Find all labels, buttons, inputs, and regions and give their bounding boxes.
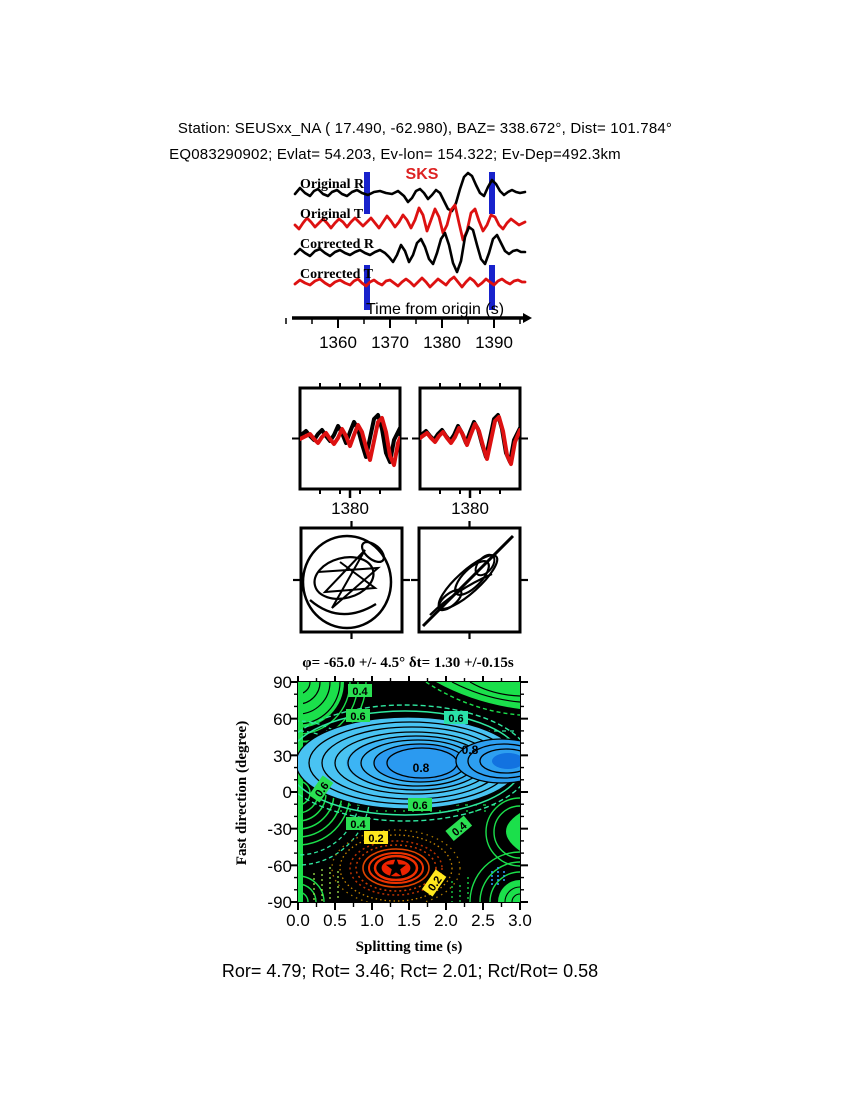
y-tick: -60 <box>267 857 292 876</box>
window-bar-icon <box>489 265 495 310</box>
contour-label: 0.8 <box>462 743 479 757</box>
axis-arrow-icon <box>523 313 532 323</box>
contour-ylabel: Fast direction (degree) <box>234 721 250 865</box>
x-tick: 1.0 <box>360 911 384 930</box>
pick-window-bars <box>364 172 495 310</box>
x-tick: 1.5 <box>397 911 421 930</box>
contour-label: 0.2 <box>368 833 383 845</box>
trace-original-t <box>293 203 527 242</box>
best-fit-star-icon <box>385 857 407 877</box>
trace-original-r <box>293 171 527 213</box>
contour-value-labels: 0.4 0.6 0.6 0.8 0.8 0.6 0.6 0.4 0.2 0.4 … <box>308 684 479 897</box>
contour-label: 0.4 <box>350 819 366 831</box>
time-axis-label: Time from origin (s) <box>366 301 504 318</box>
time-tick-1390: 1390 <box>475 333 513 352</box>
trace-label-original-t: Original T <box>300 207 364 222</box>
particle-motion-corrected <box>421 534 515 628</box>
trace-label-corrected-t: Corrected T <box>300 267 374 282</box>
particle-box-ticks <box>293 521 528 639</box>
contour-y-ticklabels: 90 60 30 0 -30 -60 -90 <box>267 673 292 912</box>
waveform-overlay-right <box>420 413 520 466</box>
x-tick: 0.0 <box>286 911 310 930</box>
trace-label-corrected-r: Corrected R <box>300 237 375 252</box>
contour-label: 0.6 <box>350 711 365 723</box>
waveform-overlay-left <box>300 413 400 467</box>
waveform-overlay-panel: 1380 1380 <box>292 383 528 518</box>
particle-motion-panel <box>293 521 528 639</box>
x-tick: 0.5 <box>323 911 347 930</box>
y-tick: 90 <box>273 673 292 692</box>
trace-label-original-r: Original R <box>300 177 365 192</box>
y-tick: 0 <box>283 783 292 802</box>
trace-corrected-r <box>293 225 527 274</box>
wave-tick-right: 1380 <box>451 499 489 518</box>
x-tick: 2.5 <box>471 911 495 930</box>
time-tick-1360: 1360 <box>319 333 357 352</box>
y-tick: 60 <box>273 710 292 729</box>
trace-corrected-t <box>293 275 527 289</box>
overlay-red-trace <box>300 416 400 467</box>
contour-label: 0.6 <box>412 800 427 812</box>
event-header: EQ083290902; Evlat= 54.203, Ev-lon= 154.… <box>169 146 621 163</box>
contour-axis-ticks <box>290 676 528 910</box>
overlay-red-trace <box>420 415 520 466</box>
wave-tick-left: 1380 <box>331 499 369 518</box>
contour-label: 0.6 <box>448 713 463 725</box>
contour-title: φ= -65.0 +/- 4.5° δt= 1.30 +/-0.15s <box>302 655 514 671</box>
x-tick: 2.0 <box>434 911 458 930</box>
phase-label-sks: SKS <box>406 166 439 183</box>
contour-x-ticklabels: 0.0 0.5 1.0 1.5 2.0 2.5 3.0 <box>286 911 532 930</box>
x-tick: 3.0 <box>508 911 532 930</box>
particle-box-right <box>417 526 522 634</box>
time-tick-1370: 1370 <box>371 333 409 352</box>
contour-label: 0.8 <box>413 761 430 775</box>
window-bar-icon <box>364 265 370 310</box>
window-bar-icon <box>364 172 370 214</box>
y-tick: -90 <box>267 893 292 912</box>
error-surface-plot: φ= -65.0 +/- 4.5° δt= 1.30 +/-0.15s Fast… <box>234 655 532 955</box>
time-axis-ticks <box>285 318 521 328</box>
particle-box-left <box>299 526 404 634</box>
time-tick-1380: 1380 <box>423 333 461 352</box>
seismogram-panel: Original R Original T Corrected R Correc… <box>285 166 532 352</box>
y-tick: 30 <box>273 747 292 766</box>
particle-motion-original <box>301 534 393 630</box>
contour-label: 0.4 <box>352 686 368 698</box>
contour-xlabel: Splitting time (s) <box>356 939 463 955</box>
station-header: Station: SEUSxx_NA ( 17.490, -62.980), B… <box>177 120 673 137</box>
quality-stats: Ror= 4.79; Rot= 3.46; Rct= 2.01; Rct/Rot… <box>221 961 599 981</box>
y-tick: -30 <box>267 820 292 839</box>
overlay-black-trace <box>300 413 400 464</box>
window-bar-icon <box>489 172 495 214</box>
